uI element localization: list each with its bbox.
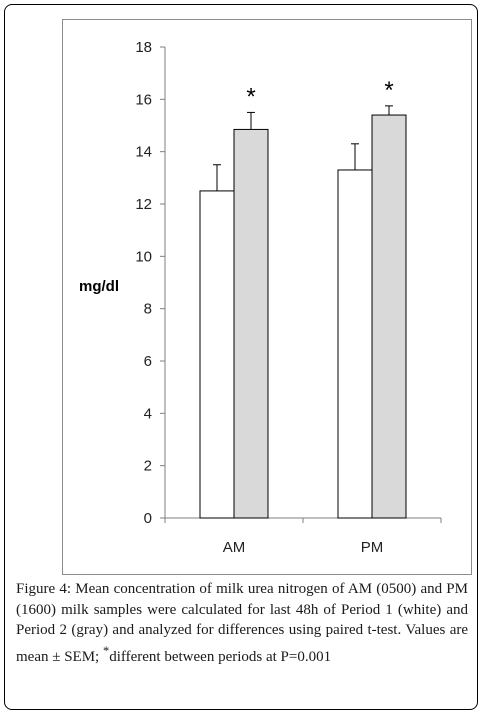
figure-caption: Figure 4: Mean concentration of milk ure… bbox=[16, 579, 468, 667]
caption-text: Mean concentration of milk urea nitrogen… bbox=[16, 581, 468, 665]
x-tick-label: AM bbox=[223, 539, 246, 556]
significance-markers: * * bbox=[246, 77, 393, 111]
y-tick-label: 16 bbox=[135, 91, 152, 108]
y-tick-label: 4 bbox=[144, 405, 152, 422]
significance-marker: * bbox=[246, 83, 255, 110]
x-axis: AM PM bbox=[164, 517, 442, 556]
bar bbox=[233, 128, 269, 519]
significance-marker: * bbox=[384, 77, 393, 104]
y-tick-label: 6 bbox=[144, 353, 152, 370]
chart-area-border bbox=[62, 19, 472, 575]
y-tick-label: 8 bbox=[144, 301, 152, 318]
bar bbox=[199, 190, 235, 519]
x-tick-label: PM bbox=[361, 539, 384, 556]
y-tick-label: 18 bbox=[135, 39, 152, 56]
bar bbox=[337, 169, 373, 519]
bars bbox=[199, 114, 407, 519]
caption-text-end: different between periods at P=0.001 bbox=[109, 648, 332, 665]
y-tick-label: 14 bbox=[135, 144, 152, 161]
caption-footnote-mark: * bbox=[102, 643, 110, 658]
y-tick-label: 10 bbox=[135, 248, 152, 265]
y-tick-label: 0 bbox=[144, 510, 152, 527]
error-bars bbox=[213, 105, 393, 191]
bar bbox=[371, 114, 407, 519]
y-tick-label: 12 bbox=[135, 196, 152, 213]
caption-label: Figure 4: bbox=[16, 581, 72, 597]
y-axis: 0 2 4 6 8 10 12 14 16 18 bbox=[135, 39, 166, 527]
y-tick-label: 2 bbox=[144, 458, 152, 475]
figure-frame bbox=[4, 4, 478, 710]
y-axis-label: mg/dl bbox=[79, 278, 119, 295]
